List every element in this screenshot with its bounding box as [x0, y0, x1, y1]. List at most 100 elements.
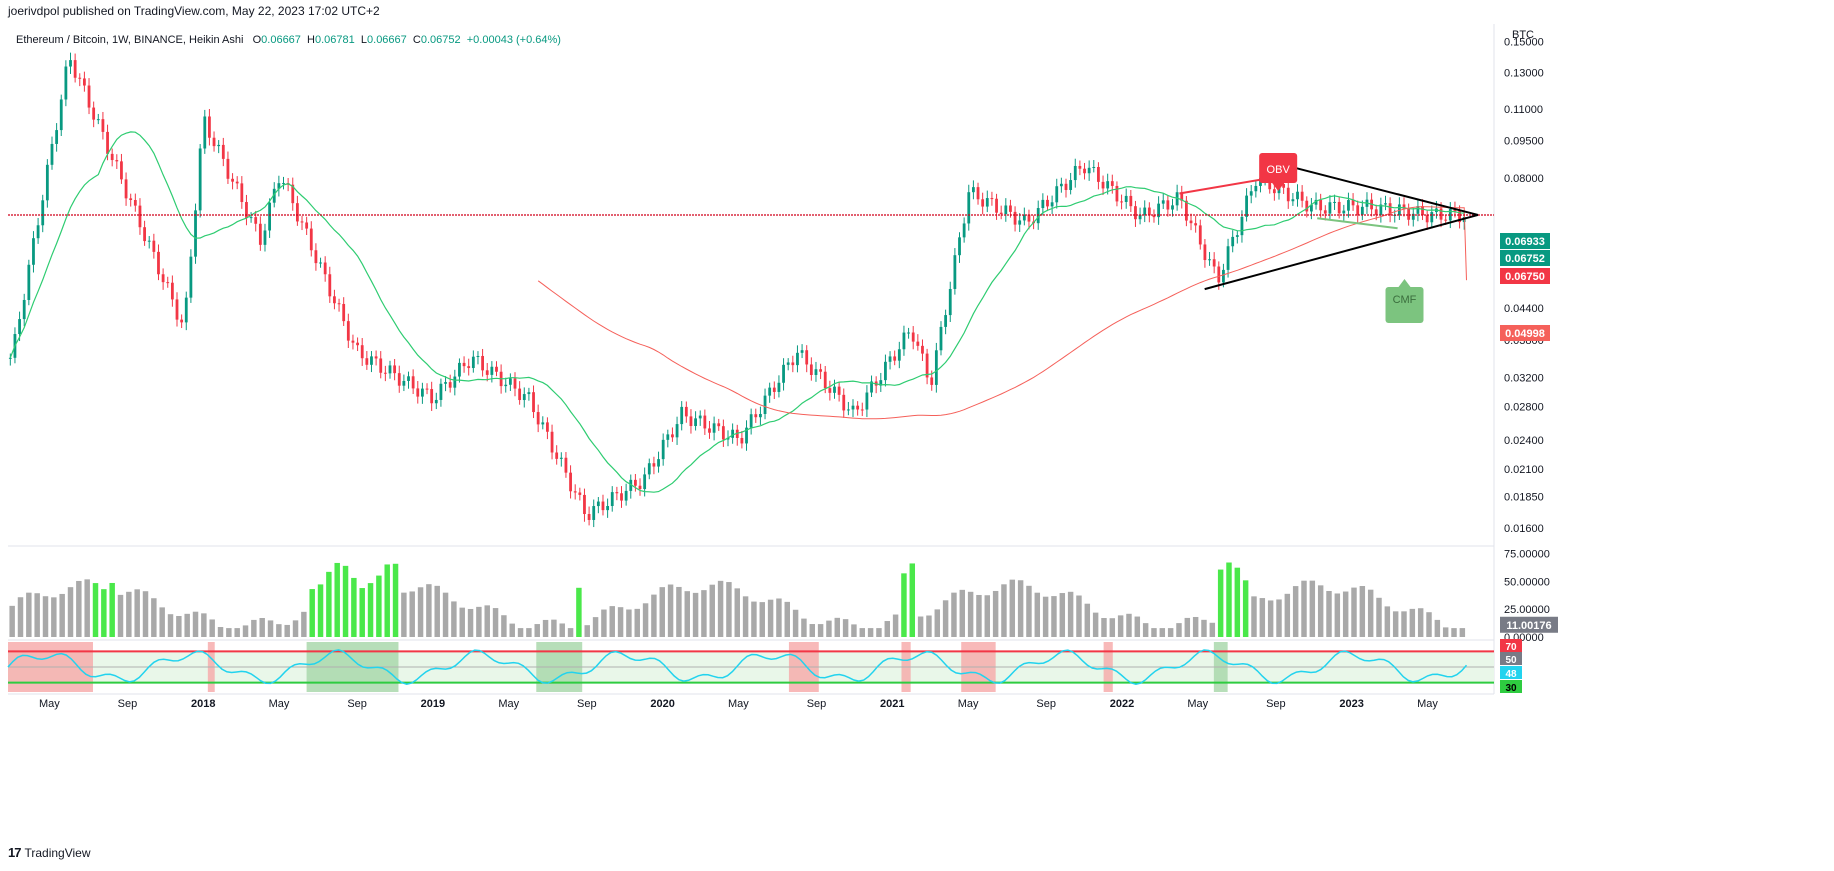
candle-body	[485, 370, 489, 375]
volume-bar	[759, 602, 765, 637]
candle-body	[921, 345, 924, 354]
candle-body	[870, 381, 873, 393]
candle-body	[258, 223, 262, 245]
candle-body	[976, 187, 980, 200]
candle-body	[712, 423, 716, 433]
volume-bar	[1234, 567, 1241, 637]
candle-body	[518, 388, 522, 401]
candle-body	[425, 388, 429, 390]
candle-body	[263, 230, 267, 245]
volume-bar	[1417, 608, 1424, 637]
candle-body	[416, 388, 420, 397]
legend-close: 0.06752	[420, 34, 461, 46]
volume-bar	[1292, 586, 1299, 637]
volume-bar	[626, 609, 632, 637]
volume-bar	[251, 619, 257, 637]
volume-bar	[709, 584, 715, 637]
volume-bar	[92, 583, 99, 637]
candle-body	[467, 366, 471, 369]
candle-body	[902, 332, 906, 350]
volume-last-value: 11.00176	[1506, 620, 1551, 632]
candle-body	[916, 341, 920, 346]
candle-body	[189, 256, 193, 298]
candle-body	[1009, 205, 1012, 212]
candle-body	[1235, 235, 1239, 237]
volume-bar	[717, 580, 724, 637]
candle-body	[541, 422, 545, 425]
volume-bar	[9, 605, 15, 637]
volume-bar	[67, 587, 74, 637]
cmf-label: CMF	[1393, 294, 1417, 306]
candle-body	[1374, 209, 1378, 215]
volume-bar	[926, 615, 932, 637]
tradingview-footer: 17 TradingView	[8, 845, 91, 860]
volume-bar	[234, 628, 240, 637]
volume-bar	[1184, 617, 1191, 637]
candle-body	[300, 221, 304, 223]
candle-body	[268, 202, 272, 231]
volume-bar	[817, 624, 824, 637]
candle-body	[1027, 214, 1031, 222]
candle-body	[1194, 223, 1198, 226]
volume-bar	[834, 617, 841, 637]
volume-bar	[1334, 593, 1341, 637]
candle-body	[1147, 207, 1151, 216]
candle-body	[430, 389, 434, 404]
candle-body	[971, 187, 975, 193]
candle-body	[1124, 195, 1128, 202]
candle-body	[564, 457, 568, 473]
volume-bar	[276, 624, 282, 637]
volume-bar	[259, 618, 265, 637]
candle-body	[791, 362, 795, 366]
volume-bar	[326, 571, 332, 637]
candle-body	[1115, 185, 1119, 202]
candle-body	[1310, 204, 1313, 212]
candle-body	[411, 376, 415, 389]
volume-bar	[34, 593, 40, 637]
candle-body	[504, 384, 508, 387]
candle-body	[1291, 199, 1295, 202]
candle-body	[513, 378, 517, 389]
candle-body	[1458, 211, 1461, 223]
candle-body	[383, 372, 387, 374]
candle-body	[203, 116, 207, 149]
volume-bar	[1442, 627, 1449, 637]
volume-bar	[1401, 611, 1407, 637]
candle-body	[226, 158, 230, 179]
volume-bar	[917, 616, 924, 637]
ma-fast-line	[9, 131, 1465, 493]
volume-bar	[1351, 587, 1357, 637]
candle-body	[694, 418, 697, 427]
candle-body	[990, 198, 994, 200]
candle-body	[1050, 202, 1054, 207]
candle-body	[212, 137, 216, 147]
volume-bar	[226, 628, 232, 637]
candle-body	[323, 262, 327, 275]
volume-bar	[776, 598, 782, 637]
candle-body	[1333, 201, 1336, 203]
x-tick-label: May	[39, 698, 60, 710]
candle-body	[272, 188, 276, 203]
volume-bar	[976, 594, 982, 637]
candle-body	[828, 388, 832, 393]
volume-bar	[984, 595, 991, 637]
candle-body	[374, 356, 378, 359]
candle-body	[527, 392, 531, 395]
candle-body	[536, 412, 540, 425]
candle-body	[101, 119, 105, 132]
candle-body	[754, 414, 758, 418]
volume-bar	[801, 618, 807, 637]
volume-bar	[1034, 592, 1041, 637]
volume-bar	[509, 623, 515, 637]
candle-body	[1184, 200, 1188, 221]
candle-body	[1022, 214, 1026, 221]
volume-bar	[176, 615, 182, 637]
candle-body	[925, 353, 929, 378]
volume-bar	[517, 628, 524, 637]
x-tick-label: 2021	[880, 698, 904, 710]
candle-body	[1129, 195, 1133, 207]
candle-body	[356, 342, 359, 346]
volume-bar	[84, 579, 90, 637]
candle-body	[221, 144, 225, 159]
